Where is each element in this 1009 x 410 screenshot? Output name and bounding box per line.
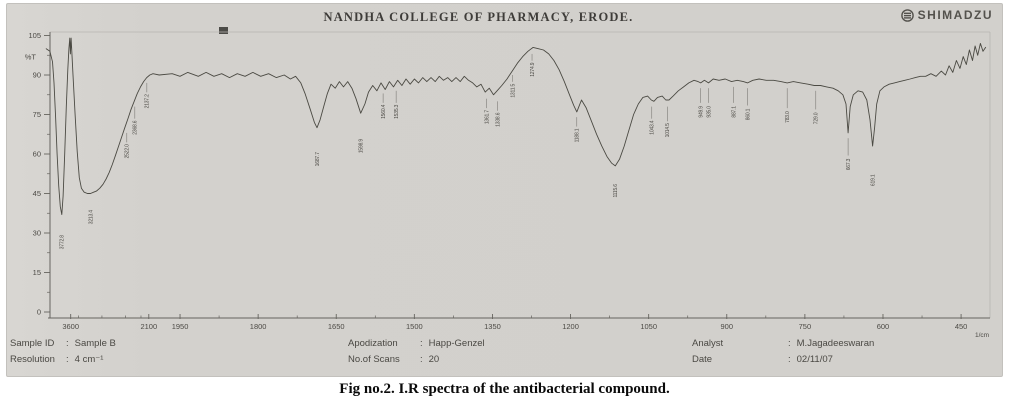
resolution-label: Resolution: [10, 354, 55, 365]
peak-label: 619.1: [870, 174, 876, 186]
sample-id-label: Sample ID: [10, 338, 55, 349]
info-resolution: Resolution 4 cm⁻¹: [10, 352, 116, 368]
y-tick-label: 15: [33, 268, 41, 277]
x-tick-label: 450: [955, 322, 968, 331]
info-sample-id: Sample ID Sample B: [10, 336, 116, 352]
figure-caption: Fig no.2. I.R spectra of the antibacteri…: [339, 381, 670, 397]
peak-label: 1014.5: [665, 123, 671, 138]
peak-label: 2522.0: [125, 144, 131, 159]
y-tick-label: 75: [33, 110, 41, 119]
y-tick-label: 90: [33, 71, 41, 80]
ir-spectrum-chart: 105 90 75 60 45 30 15 0 %T 3600 2100 1950 1800 1650 15…: [25, 31, 991, 339]
peak-label: 1535.3: [394, 104, 400, 119]
x-tick-label: 600: [877, 322, 890, 331]
x-tick-label: 2100: [140, 322, 157, 331]
x-tick-label: 1650: [328, 322, 345, 331]
apodization-value: Happ-Genzel: [428, 338, 485, 349]
info-column-analyst: Analyst M.Jagadeeswaran Date 02/11/07: [692, 336, 874, 368]
info-date: Date 02/11/07: [692, 352, 874, 368]
peak-label: 1560.4: [381, 104, 387, 119]
peak-label: 1338.6: [495, 112, 501, 127]
info-column-acquisition: Apodization Happ-Genzel No.of Scans 20: [348, 336, 485, 368]
date-value: 02/11/07: [796, 354, 833, 365]
analyst-label: Analyst: [692, 338, 724, 349]
ir-printout-panel: [6, 3, 1003, 377]
shimadzu-icon: [900, 8, 914, 22]
peak-label: 1115.6: [613, 184, 619, 198]
date-label: Date: [692, 354, 713, 365]
spectrum-curve: [45, 37, 987, 216]
shimadzu-logo: SHIMADZU: [900, 8, 993, 22]
y-tick-label: 30: [33, 229, 41, 238]
x-tick-label: 1200: [562, 322, 579, 331]
peak-label: 887.1: [731, 106, 737, 118]
x-tick-label: 1800: [250, 322, 267, 331]
peak-label: 783.0: [785, 111, 791, 123]
info-apodization: Apodization Happ-Genzel: [348, 336, 485, 352]
y-tick-label: 105: [28, 31, 41, 40]
peak-label: 1687.7: [315, 152, 321, 167]
shimadzu-brand-text: SHIMADZU: [917, 8, 993, 22]
x-tick-label: 1050: [640, 322, 657, 331]
analyst-value: M.Jagadeeswaran: [796, 338, 875, 349]
info-scans: No.of Scans 20: [348, 352, 485, 368]
y-axis-unit-label: %T: [25, 53, 37, 62]
x-tick-label: 1950: [172, 322, 189, 331]
peak-label: 1311.5: [511, 84, 517, 98]
peak-label: 949.9: [699, 106, 705, 118]
x-tick-label: 3600: [62, 322, 79, 331]
peak-label: 3772.8: [60, 235, 66, 250]
sample-id-value: Sample B: [74, 338, 116, 349]
peak-label: 1274.9: [530, 62, 536, 77]
x-axis-unit-label: 1/cm: [975, 332, 989, 339]
scans-label: No.of Scans: [348, 354, 400, 365]
peak-label: 860.1: [745, 108, 751, 120]
peak-label: 1043.4: [650, 120, 656, 135]
peak-label: 1188.1: [575, 128, 581, 142]
peak-label: 2368.6: [133, 120, 139, 135]
peak-label: 1598.9: [359, 139, 365, 154]
y-tick-label: 60: [33, 150, 41, 159]
peak-label: 3213.4: [89, 210, 95, 225]
x-tick-label: 900: [721, 322, 734, 331]
peak-label: 2137.2: [145, 94, 151, 109]
x-tick-label: 1500: [406, 322, 423, 331]
scans-value: 20: [428, 354, 440, 365]
y-tick-label: 45: [33, 189, 41, 198]
peak-label: 1361.7: [485, 110, 491, 125]
info-column-sample: Sample ID Sample B Resolution 4 cm⁻¹: [10, 336, 116, 368]
page-title: NANDHA COLLEGE OF PHARMACY, ERODE.: [323, 10, 634, 24]
info-analyst: Analyst M.Jagadeeswaran: [692, 336, 874, 352]
peak-label: 729.0: [814, 112, 820, 124]
apodization-label: Apodization: [348, 338, 398, 349]
x-tick-label: 1350: [484, 322, 501, 331]
peak-label: 667.3: [846, 158, 852, 170]
y-tick-label: 0: [37, 308, 41, 317]
peak-label: 935.0: [706, 106, 712, 118]
resolution-value: 4 cm⁻¹: [74, 354, 104, 365]
scan-artifact: [219, 27, 228, 34]
x-tick-label: 750: [799, 322, 812, 331]
